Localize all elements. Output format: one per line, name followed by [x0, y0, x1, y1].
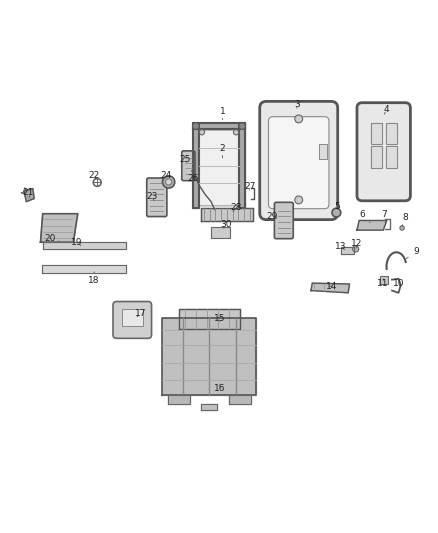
Text: 24: 24 — [161, 171, 172, 180]
Text: 30: 30 — [220, 220, 231, 229]
Circle shape — [295, 115, 303, 123]
Text: 6: 6 — [359, 211, 370, 223]
Polygon shape — [201, 404, 217, 410]
Text: 10: 10 — [393, 279, 404, 288]
Polygon shape — [201, 208, 253, 221]
FancyBboxPatch shape — [357, 103, 410, 201]
Text: 2: 2 — [220, 144, 225, 158]
Text: 16: 16 — [214, 384, 226, 393]
FancyBboxPatch shape — [182, 151, 195, 181]
Circle shape — [233, 130, 239, 135]
Text: 11: 11 — [377, 279, 388, 288]
Text: 18: 18 — [88, 272, 100, 285]
Polygon shape — [40, 214, 78, 242]
Bar — [211, 227, 230, 238]
Circle shape — [400, 226, 404, 230]
Circle shape — [162, 176, 175, 188]
Polygon shape — [341, 247, 354, 254]
Text: 12: 12 — [351, 239, 363, 248]
Circle shape — [353, 246, 359, 252]
Text: 4: 4 — [384, 105, 389, 114]
Polygon shape — [229, 394, 251, 404]
Bar — [122, 310, 142, 326]
FancyBboxPatch shape — [147, 178, 167, 216]
Circle shape — [295, 196, 303, 204]
Polygon shape — [357, 221, 387, 230]
Text: 22: 22 — [88, 171, 100, 180]
Text: 25: 25 — [179, 155, 191, 164]
Text: 19: 19 — [71, 238, 82, 247]
Polygon shape — [42, 265, 126, 273]
Polygon shape — [162, 318, 257, 394]
FancyBboxPatch shape — [260, 101, 338, 220]
Bar — [386, 147, 397, 167]
Text: 1: 1 — [219, 107, 226, 120]
Polygon shape — [311, 283, 350, 293]
Circle shape — [240, 123, 245, 129]
FancyBboxPatch shape — [198, 130, 240, 206]
Text: 26: 26 — [187, 174, 198, 183]
Bar — [319, 144, 327, 159]
Text: 23: 23 — [147, 192, 158, 201]
FancyBboxPatch shape — [274, 203, 293, 239]
Circle shape — [332, 208, 341, 217]
Polygon shape — [193, 123, 199, 208]
Text: 15: 15 — [214, 314, 226, 322]
Text: 29: 29 — [266, 212, 277, 221]
Text: 27: 27 — [244, 182, 255, 191]
Text: 9: 9 — [406, 247, 419, 259]
Circle shape — [199, 130, 205, 135]
Text: 5: 5 — [334, 201, 340, 211]
Bar — [386, 123, 397, 144]
Polygon shape — [239, 123, 245, 208]
Polygon shape — [43, 242, 126, 249]
Text: 21: 21 — [23, 189, 34, 197]
Circle shape — [193, 123, 198, 129]
Text: 28: 28 — [230, 203, 241, 212]
Polygon shape — [168, 394, 190, 404]
Bar — [371, 123, 382, 144]
Text: 20: 20 — [45, 233, 59, 243]
Polygon shape — [24, 189, 34, 201]
FancyBboxPatch shape — [113, 302, 152, 338]
Bar — [380, 276, 388, 284]
Text: 13: 13 — [335, 243, 346, 251]
Circle shape — [166, 179, 172, 185]
FancyBboxPatch shape — [268, 117, 329, 209]
Text: 14: 14 — [326, 282, 338, 290]
Polygon shape — [179, 309, 240, 329]
Text: 3: 3 — [294, 100, 300, 109]
Text: 17: 17 — [135, 309, 147, 318]
Text: 7: 7 — [381, 211, 387, 223]
Text: 8: 8 — [402, 213, 409, 226]
Polygon shape — [193, 123, 245, 129]
Bar — [371, 147, 382, 167]
